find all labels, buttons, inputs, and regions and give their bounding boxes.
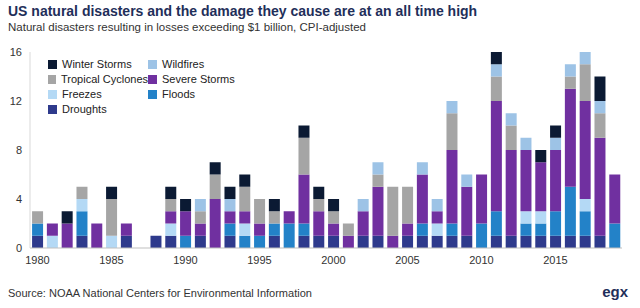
svg-text:4: 4: [16, 193, 22, 205]
svg-text:1980: 1980: [25, 254, 49, 266]
html-text:Severe Storms: Severe Storms: [162, 73, 235, 85]
svg-text:1995: 1995: [247, 254, 271, 266]
html-text:egx: egx: [602, 283, 628, 300]
html-text:Natural disasters resulting in: Natural disasters resulting in losses ex…: [8, 21, 366, 33]
svg-text:1985: 1985: [99, 254, 123, 266]
svg-text:2015: 2015: [543, 254, 567, 266]
svg-text:2010: 2010: [469, 254, 493, 266]
html-text:US natural disasters and the d: US natural disasters and the damage they…: [8, 3, 478, 19]
html-text:Tropical Cyclones: Tropical Cyclones: [61, 73, 148, 85]
svg-text:1990: 1990: [173, 254, 197, 266]
html-text:Winter Storms: Winter Storms: [62, 58, 132, 70]
svg-text:16: 16: [10, 46, 22, 58]
html-text:Freezes: Freezes: [62, 88, 102, 100]
html-text:Floods: Floods: [162, 88, 195, 100]
svg-text:12: 12: [10, 95, 22, 107]
html-text:Droughts: Droughts: [62, 103, 107, 115]
html-text:Wildfires: Wildfires: [162, 58, 205, 70]
svg-text:8: 8: [16, 144, 22, 156]
svg-text:0: 0: [16, 242, 22, 254]
html-text:Source: NOAA National Centers: Source: NOAA National Centers for Enviro…: [8, 287, 312, 299]
svg-text:2005: 2005: [395, 254, 419, 266]
svg-text:2000: 2000: [321, 254, 345, 266]
